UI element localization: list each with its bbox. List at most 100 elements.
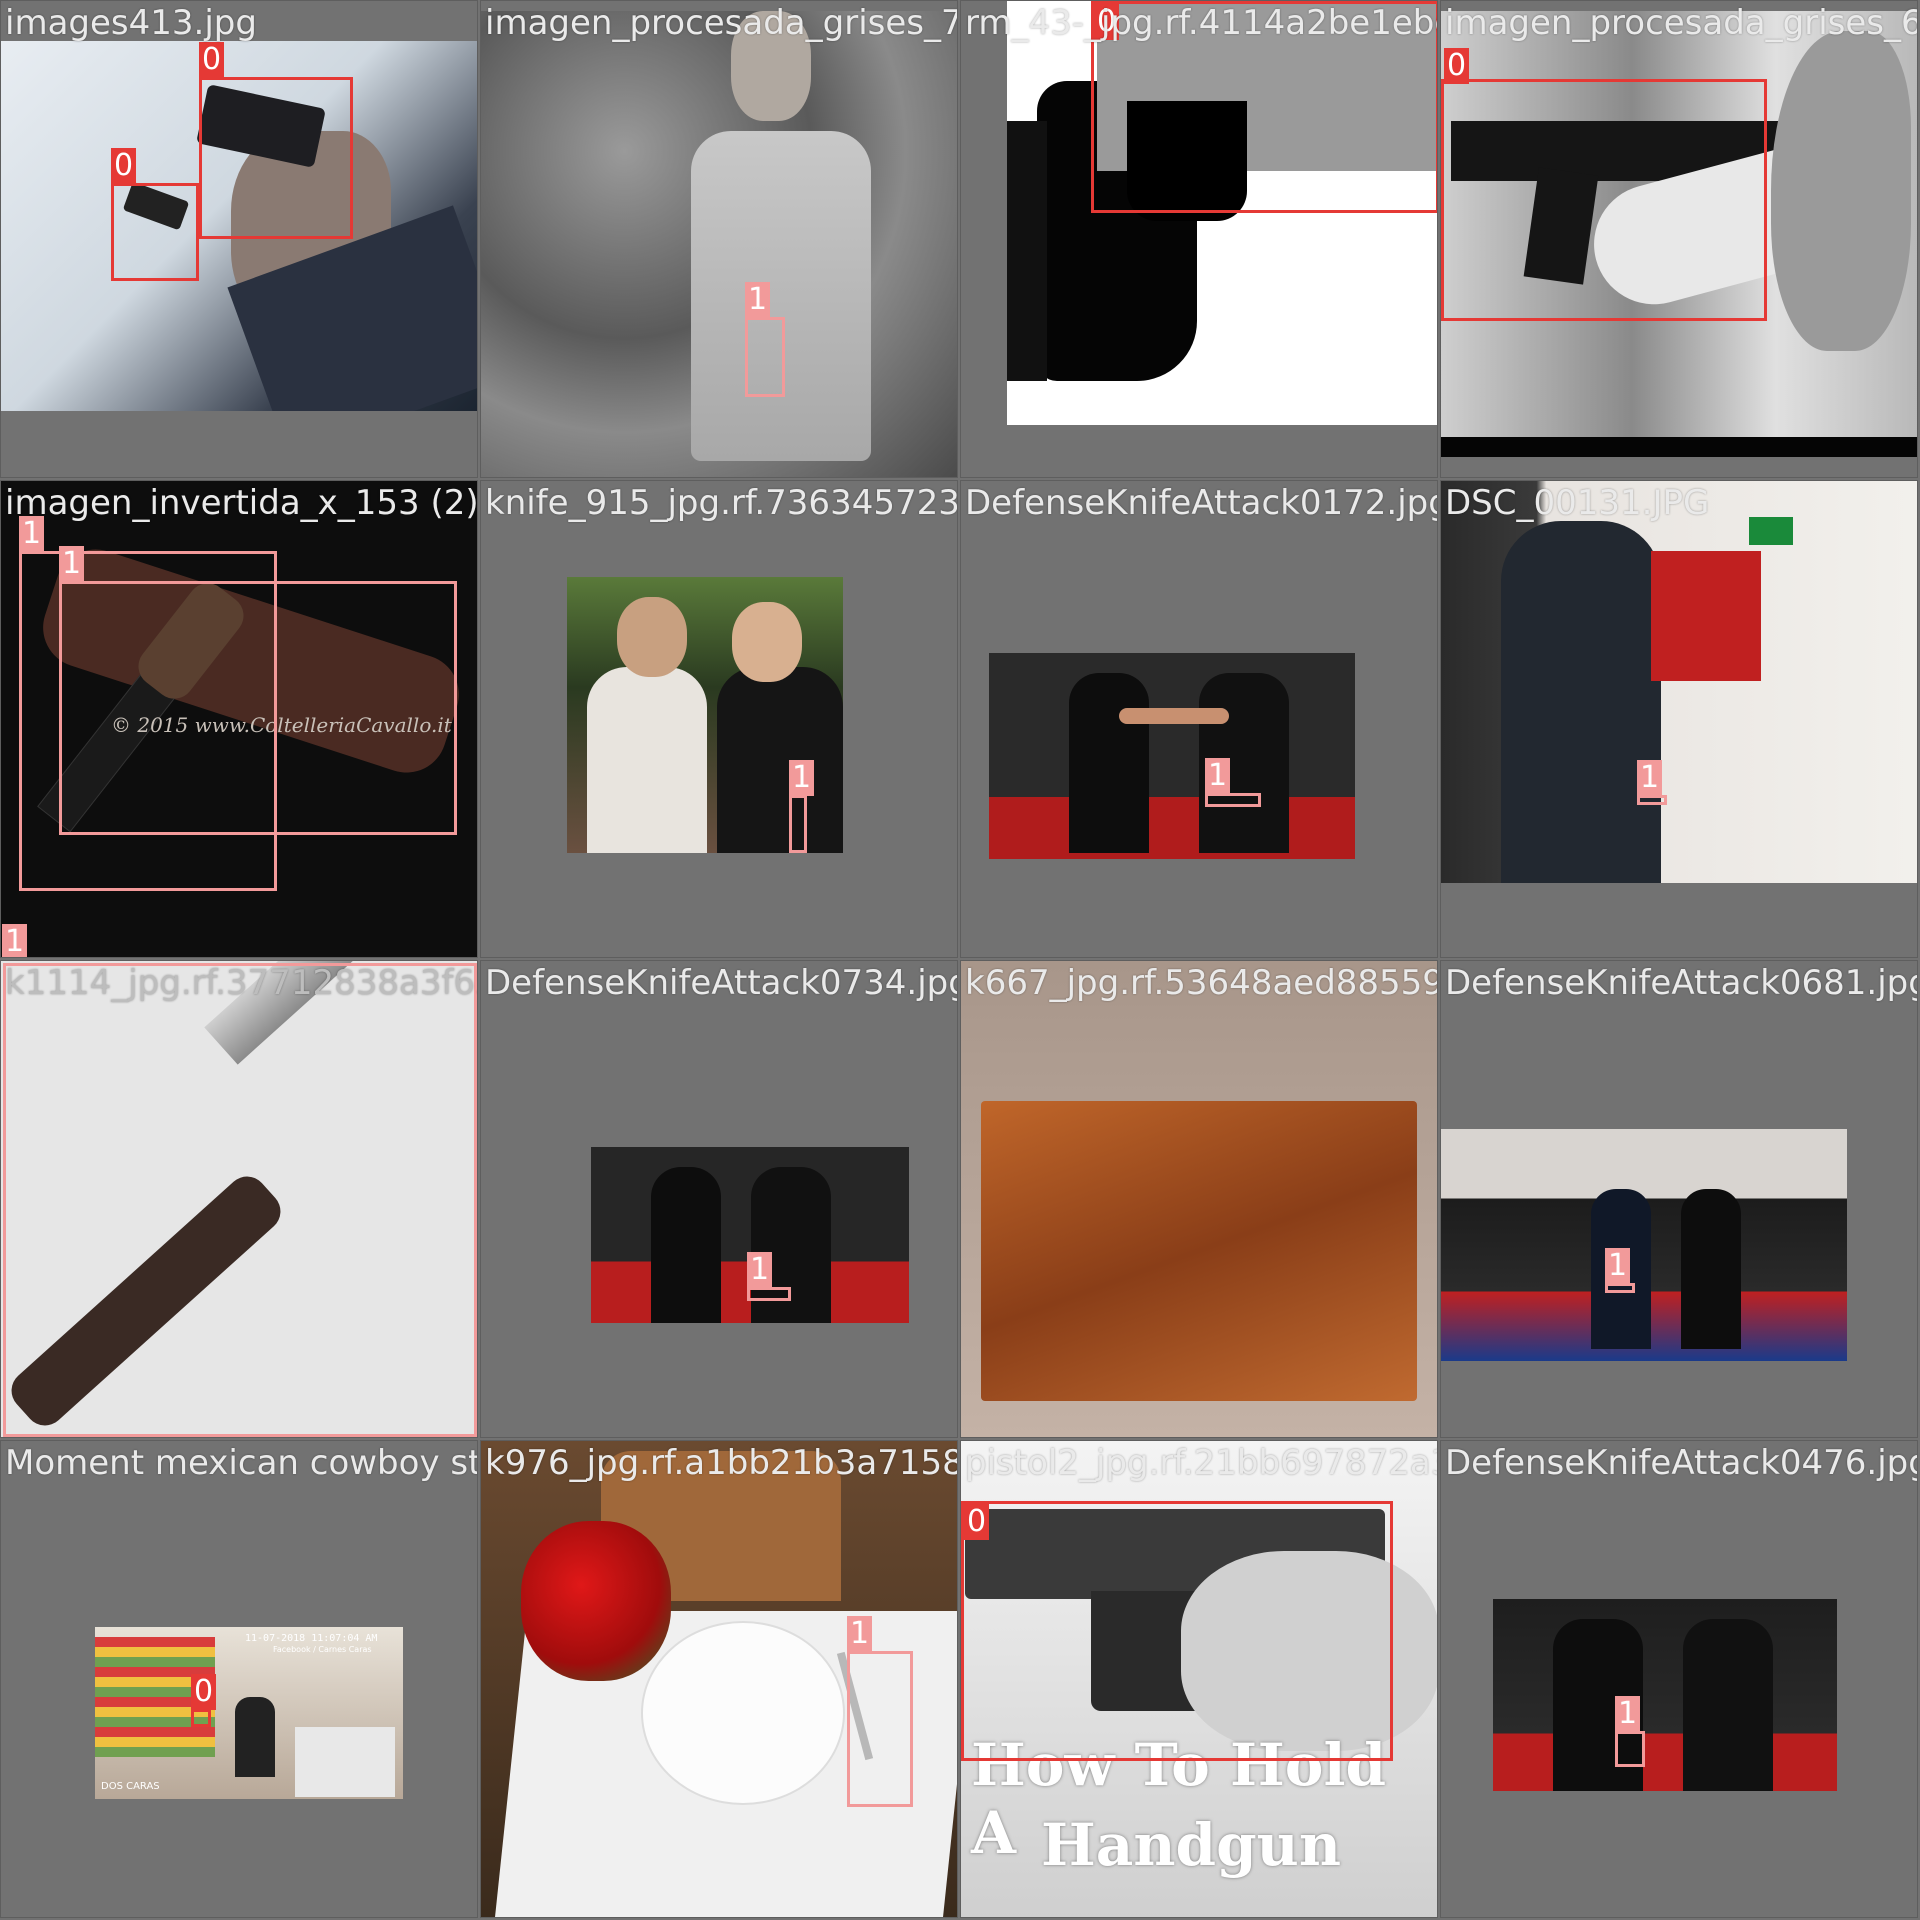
gun-detection-box: 0 [199, 42, 353, 239]
class-label: 1 [747, 1252, 773, 1288]
class-label: 0 [191, 1674, 217, 1710]
class-label: 0 [1094, 4, 1120, 40]
photo [1, 961, 477, 1437]
knife-detection-box: 1 [1637, 760, 1667, 805]
knife-detection-box: 1 [19, 516, 277, 891]
class-label: 1 [1605, 1248, 1631, 1284]
photo [1441, 481, 1917, 883]
filename: imagen_procesada_grises_71 (2).jpg [485, 3, 958, 43]
knife-detection-box: 1 [1205, 758, 1261, 807]
fire-cabinet [1651, 551, 1761, 681]
gun-detection-box: 0 [191, 1674, 217, 1727]
filename: k1114_jpg.rf.37712838a3f658a839e29ffd8 [5, 963, 477, 1003]
photo [989, 653, 1355, 859]
tile-knife-915: knife_915_jpg.rf.736345723f251e13f7992 1 [480, 480, 958, 958]
class-label: 0 [111, 148, 137, 184]
tile-defense-0476: DefenseKnifeAttack0476.jpg 1 [1440, 1440, 1918, 1918]
filename: k667_jpg.rf.53648aed8855998a0b7ebf6f49 [965, 963, 1437, 1003]
head-shape [731, 11, 811, 121]
gun-detection-box: 0 [111, 148, 199, 281]
person-shape [1069, 673, 1149, 853]
bottom-bar [1441, 437, 1917, 457]
photo [481, 1441, 957, 1917]
photo [1007, 1, 1437, 425]
plate-shape [641, 1621, 845, 1805]
gun-detection-box: 0 [961, 1501, 1393, 1761]
photo [1441, 11, 1917, 457]
class-label: 1 [1637, 760, 1663, 796]
video-title-line1: How To Hold A [971, 1731, 1387, 1867]
knife-detection-box: 1 [59, 546, 457, 835]
gun-detection-box: 0 [1441, 48, 1767, 321]
person-shape [1683, 1619, 1773, 1791]
photo: 11-07-2018 11:07:04 AM Facebook / Carnes… [95, 1627, 403, 1799]
class-label: 0 [199, 42, 225, 78]
hair-shape [1771, 31, 1911, 351]
person-shape [587, 667, 707, 853]
filename: pistol2_jpg.rf.21bb697872a3e16a2e [965, 1443, 1437, 1483]
tile-images413: images413.jpg 0 0 [0, 0, 478, 478]
knife-detection-box: 1 [847, 1616, 913, 1807]
class-label: 1 [1205, 758, 1231, 794]
sleeve-shape [1007, 121, 1047, 381]
filename: DefenseKnifeAttack0681.jpg [1445, 963, 1918, 1003]
filename: DSC_00131.JPG [1445, 483, 1710, 523]
tile-moment-mexican-cowboy: 11-07-2018 11:07:04 AM Facebook / Carnes… [0, 1440, 478, 1918]
person-shape [691, 131, 871, 461]
filename: knife_915_jpg.rf.736345723f251e13f7992 [485, 483, 958, 523]
cctv-banner: Facebook / Carnes Caras [273, 1645, 372, 1654]
filename: imagen_procesada_grises_6 [1445, 3, 1918, 43]
head-shape [732, 602, 802, 682]
photo [961, 961, 1437, 1437]
knife-detection-box: 1 [747, 1252, 791, 1301]
video-title-line2: Handgun [1041, 1811, 1341, 1879]
class-label: 1 [745, 282, 771, 318]
tile-rm-43: rm_43-_jpg.rf.4114a2be1ebd5d276fd8 0 [960, 0, 1438, 478]
tile-imagen-invertida-x-153: © 2015 www.ColtelleriaCavallo.it imagen_… [0, 480, 478, 958]
tile-defense-0734: DefenseKnifeAttack0734.jpg 1 [480, 960, 958, 1438]
class-label: 1 [847, 1616, 873, 1652]
person-shape [1681, 1189, 1741, 1349]
tile-pistol2: How To Hold A Handgun pistol2_jpg.rf.21b… [960, 1440, 1438, 1918]
person-shape [1501, 521, 1661, 883]
roses-shape [521, 1521, 671, 1681]
gun-detection-box: 0 [1091, 1, 1437, 213]
cctv-corner-label: DOS CARAS [101, 1781, 160, 1792]
knife-detection-box: 1 [1615, 1696, 1645, 1767]
filename: DefenseKnifeAttack0476.jpg [1445, 1443, 1918, 1483]
class-label: 1 [1615, 1696, 1641, 1732]
knife-detection-box: 1 [1605, 1248, 1635, 1293]
watermark: © 2015 www.ColtelleriaCavallo.it [111, 713, 452, 737]
knife-detection-box: 1 [2, 924, 28, 957]
counter-shape [295, 1727, 395, 1797]
photo [591, 1147, 909, 1323]
knife-detection-box: 1 [789, 760, 815, 853]
class-label: 1 [59, 546, 85, 582]
photo: How To Hold A Handgun [961, 1441, 1437, 1917]
photo [1, 41, 477, 411]
filename: rm_43-_jpg.rf.4114a2be1ebd5d276fd8 [965, 3, 1437, 43]
knife-detection-box: 1 [745, 282, 785, 397]
class-label: 1 [19, 516, 45, 552]
tile-defense-0681: DefenseKnifeAttack0681.jpg 1 [1440, 960, 1918, 1438]
tile-k667: k667_jpg.rf.53648aed8855998a0b7ebf6f49 [960, 960, 1438, 1438]
person-shape [717, 667, 843, 853]
tile-imagen-procesada-grises-71: imagen_procesada_grises_71 (2).jpg 1 [480, 0, 958, 478]
filename: imagen_invertida_x_153 (2).jpg [5, 483, 478, 523]
tile-k1114: k1114_jpg.rf.37712838a3f658a839e29ffd8 [0, 960, 478, 1438]
photo [1441, 1129, 1847, 1361]
filename: DefenseKnifeAttack0734.jpg [485, 963, 958, 1003]
arm-shape [1119, 708, 1229, 724]
class-label: 0 [1444, 48, 1470, 84]
exit-sign [1749, 517, 1793, 545]
cctv-timestamp: 11-07-2018 11:07:04 AM [245, 1633, 378, 1644]
filename: DefenseKnifeAttack0172.jpg [965, 483, 1438, 523]
tile-imagen-procesada-grises-6: imagen_procesada_grises_6 0 [1440, 0, 1918, 478]
class-label: 1 [789, 760, 815, 796]
head-shape [617, 597, 687, 677]
person-shape [651, 1167, 721, 1323]
photo [481, 11, 957, 477]
class-label: 0 [964, 1504, 990, 1540]
knife-detection-box [3, 963, 477, 1437]
